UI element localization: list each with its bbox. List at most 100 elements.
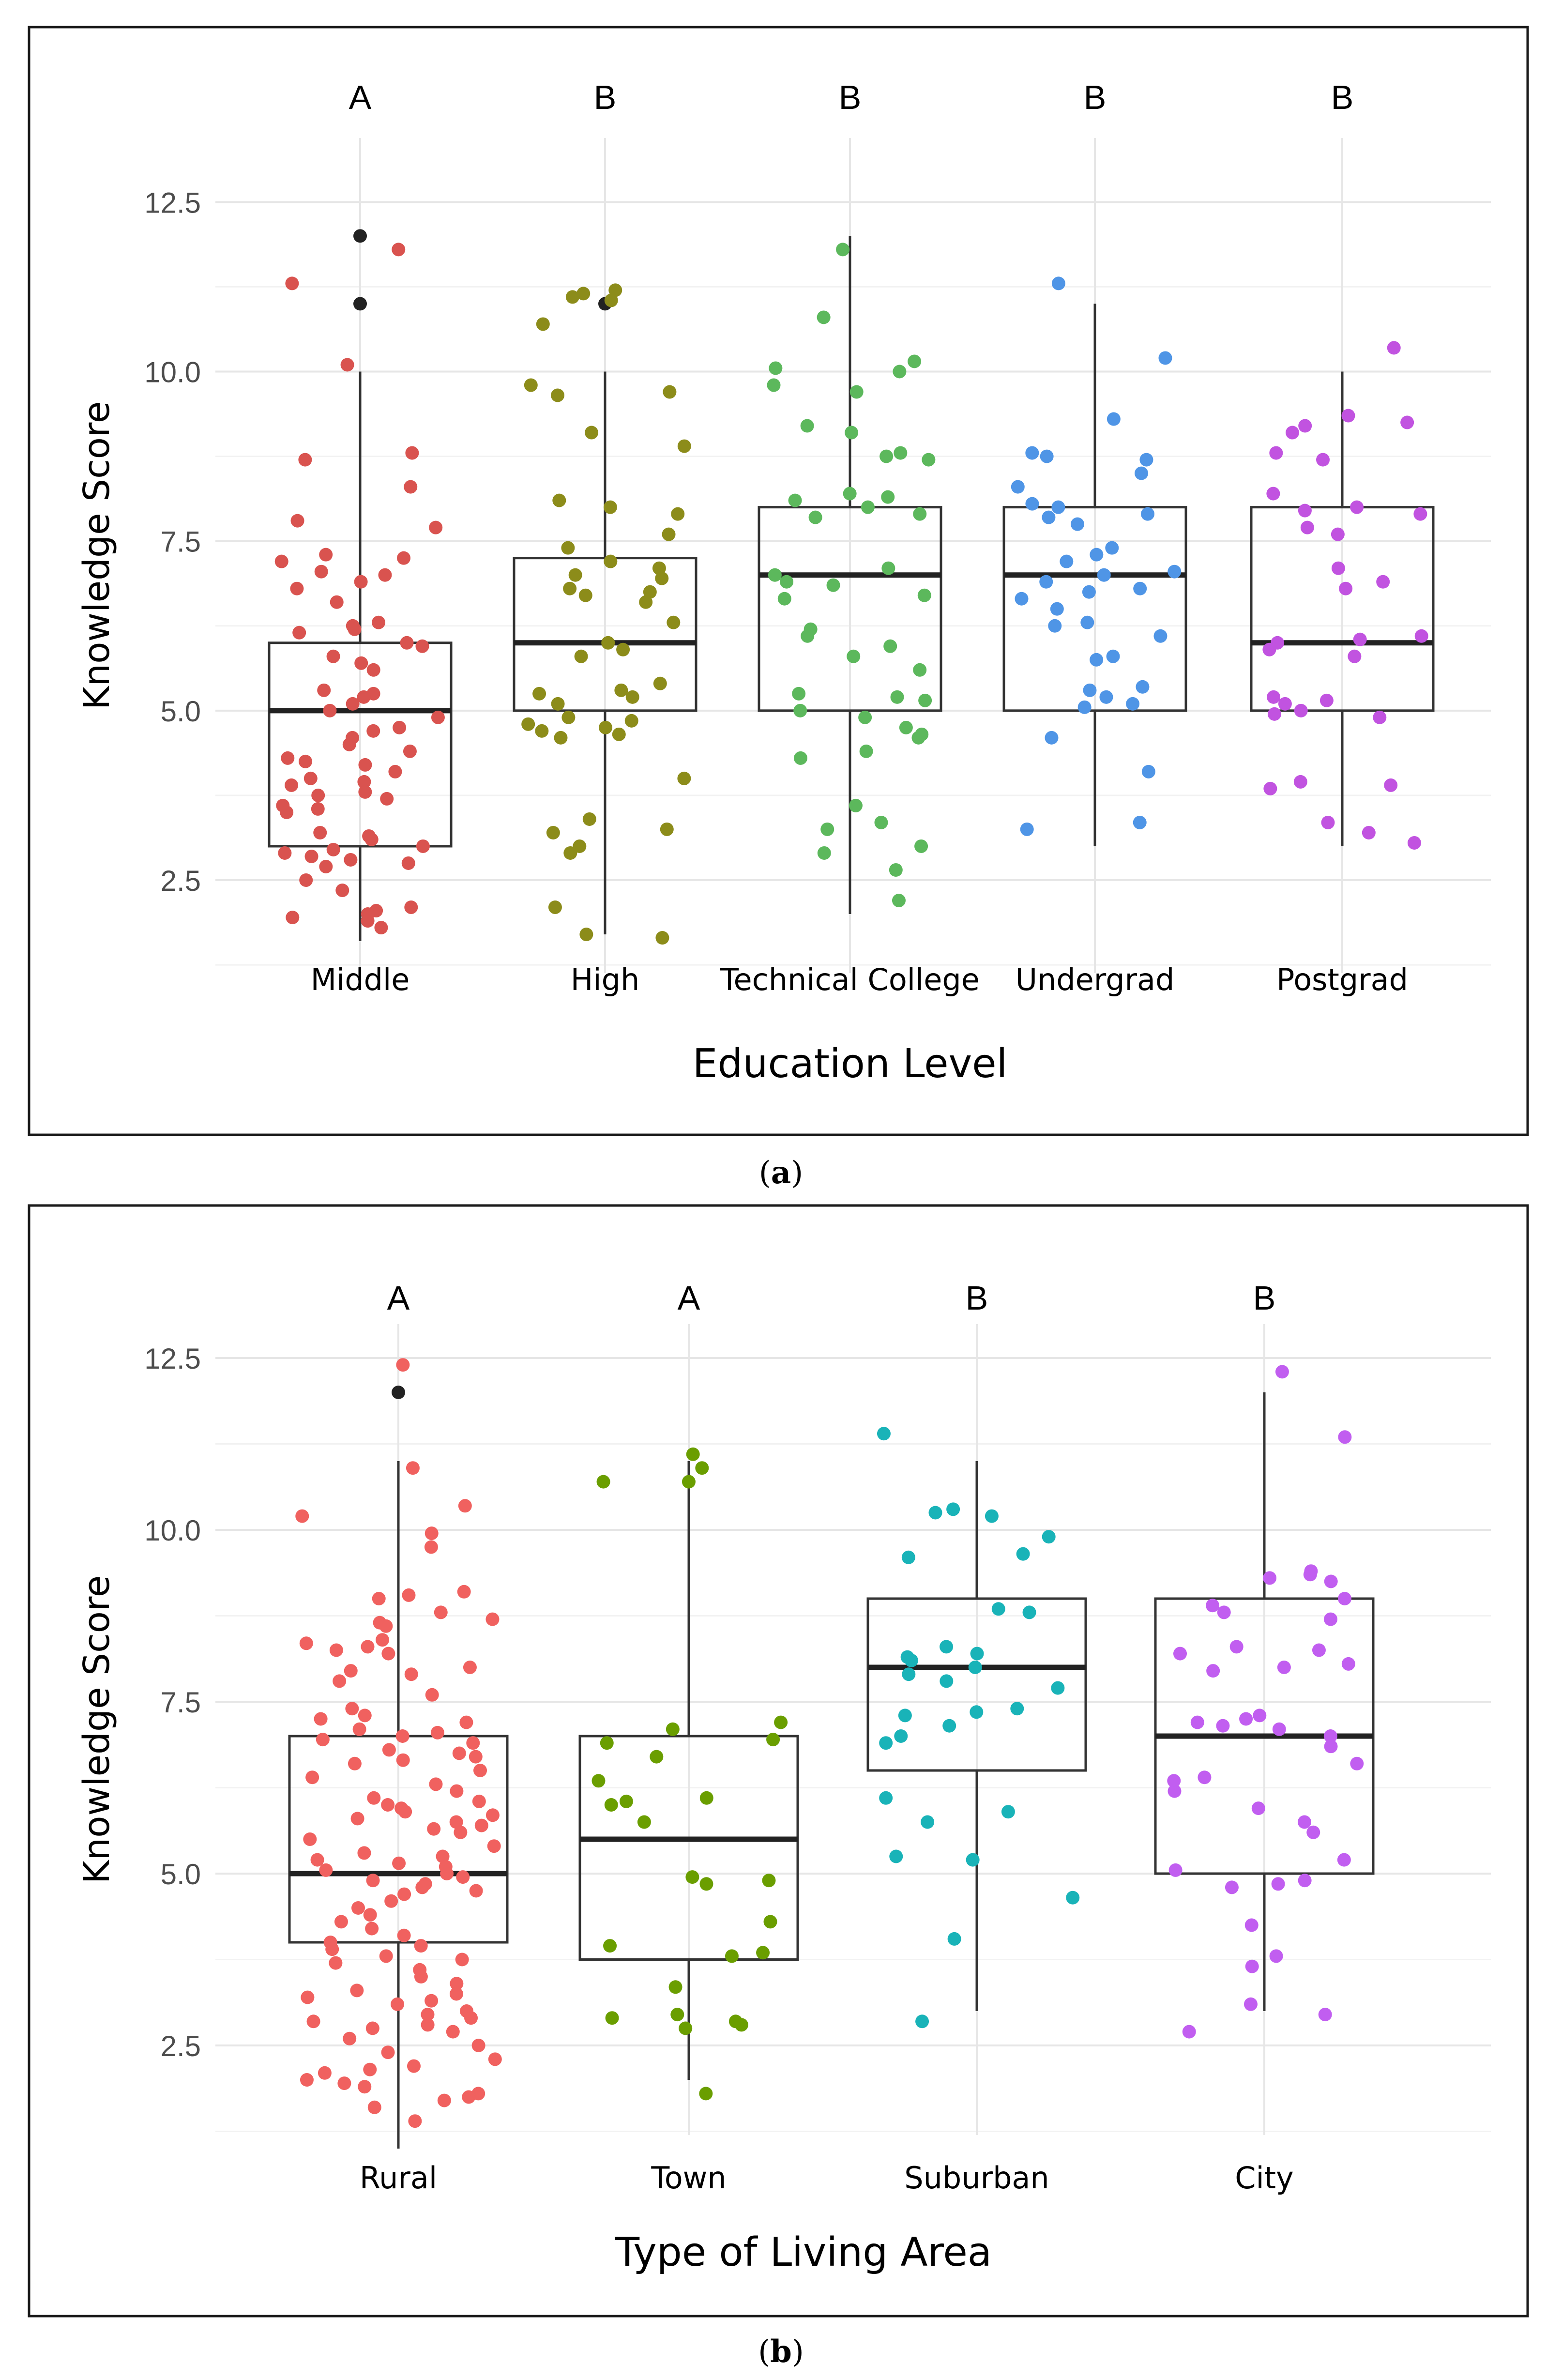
data-point-b: [446, 2025, 460, 2039]
data-point-a: [290, 581, 304, 595]
data-point-b: [591, 1774, 606, 1788]
data-point-a: [913, 663, 927, 677]
data-point-a: [346, 697, 360, 711]
data-point-b: [1263, 1571, 1277, 1585]
data-point-a: [1090, 653, 1104, 667]
data-point-b: [1182, 2025, 1196, 2039]
data-point-a: [817, 310, 831, 324]
data-point-b: [725, 1949, 739, 1963]
data-point-a: [893, 365, 907, 379]
data-point-b: [350, 1983, 364, 1998]
data-point-b: [319, 1863, 333, 1877]
data-point-a: [372, 615, 386, 629]
data-point-a: [1266, 487, 1280, 501]
data-point-b: [1198, 1770, 1212, 1785]
group-letter-b: A: [387, 1279, 410, 1317]
data-point-b: [343, 2031, 357, 2045]
data-point-a: [415, 639, 429, 653]
data-point-b: [344, 1664, 358, 1678]
data-point-a: [319, 859, 333, 873]
data-point-b: [915, 2014, 929, 2029]
data-point-b: [397, 1928, 411, 1942]
data-point-a: [660, 822, 674, 836]
data-point-b: [382, 1743, 396, 1757]
data-point-a: [311, 802, 325, 816]
data-point-a: [800, 419, 814, 433]
data-point-a: [1048, 619, 1062, 633]
data-point-b: [1269, 1949, 1283, 1963]
data-point-b: [756, 1946, 770, 1960]
data-point-b: [1190, 1715, 1204, 1729]
data-point-b: [407, 2059, 421, 2073]
data-point-a: [601, 636, 615, 650]
data-point-a: [624, 714, 638, 728]
data-point-a: [655, 571, 669, 585]
data-point-a: [1353, 632, 1367, 646]
data-point-a: [881, 561, 895, 575]
data-point-b: [734, 2018, 748, 2032]
data-point-a: [1319, 693, 1334, 707]
data-point-a: [817, 846, 831, 860]
data-point-a: [1051, 276, 1065, 290]
data-point-b: [429, 1777, 443, 1791]
data-point-b: [365, 2021, 379, 2035]
data-point-a: [532, 687, 546, 701]
data-point-b: [464, 2011, 478, 2025]
data-point-a: [550, 388, 564, 402]
data-point-b: [1341, 1657, 1355, 1671]
data-point-a: [1020, 822, 1034, 836]
data-point-a: [1293, 775, 1307, 789]
group-letter-a: B: [1084, 78, 1107, 116]
data-point-a: [278, 846, 292, 860]
data-point-a: [792, 687, 806, 701]
data-point-a: [292, 626, 306, 640]
data-point-a: [1413, 507, 1427, 521]
data-point-b: [901, 1550, 915, 1564]
data-point-b: [1253, 1709, 1267, 1723]
data-point-a: [858, 710, 872, 724]
data-point-b: [1239, 1712, 1253, 1726]
data-point-a: [1015, 592, 1029, 606]
data-point-b: [310, 1853, 324, 1867]
data-point-b: [357, 1846, 371, 1860]
data-point-a: [671, 507, 685, 521]
data-point-b: [408, 2114, 422, 2128]
data-point-b: [415, 1880, 429, 1894]
data-point-b: [488, 2052, 502, 2066]
data-point-b: [605, 2011, 619, 2025]
data-point-a: [388, 764, 402, 778]
data-point-b: [603, 1939, 617, 1953]
data-point-a: [845, 426, 859, 440]
data-point-b: [398, 1805, 412, 1819]
data-point-a: [768, 568, 782, 582]
data-point-a: [1080, 615, 1094, 629]
data-point-a: [911, 731, 925, 745]
data-point-b: [774, 1715, 788, 1729]
data-point-a: [535, 724, 549, 738]
data-point-b: [1167, 1774, 1181, 1788]
data-point-a: [1045, 731, 1059, 745]
data-point-a: [354, 656, 368, 670]
data-point-b: [396, 1358, 410, 1372]
data-point-a: [914, 839, 928, 853]
data-point-a: [344, 853, 358, 867]
data-point-b: [372, 1592, 386, 1605]
data-point-a: [1331, 527, 1345, 541]
data-point-b: [459, 1715, 473, 1729]
data-point-b: [300, 2073, 314, 2087]
data-point-a: [281, 751, 295, 765]
data-point-a: [1136, 680, 1150, 694]
data-point-a: [780, 575, 794, 589]
data-point-a: [405, 446, 419, 460]
data-point-b: [894, 1729, 908, 1743]
panel-b-caption-label: b: [770, 2334, 792, 2370]
data-point-b: [397, 1887, 411, 1901]
data-point-a: [1135, 466, 1149, 480]
data-point-a: [568, 568, 582, 582]
data-point-b: [1010, 1702, 1024, 1716]
data-point-a: [861, 500, 875, 514]
data-point-b: [474, 1818, 488, 1832]
y-tick-label-a: 2.5: [161, 865, 201, 897]
data-point-b: [469, 1750, 483, 1764]
data-point-a: [1133, 581, 1147, 595]
